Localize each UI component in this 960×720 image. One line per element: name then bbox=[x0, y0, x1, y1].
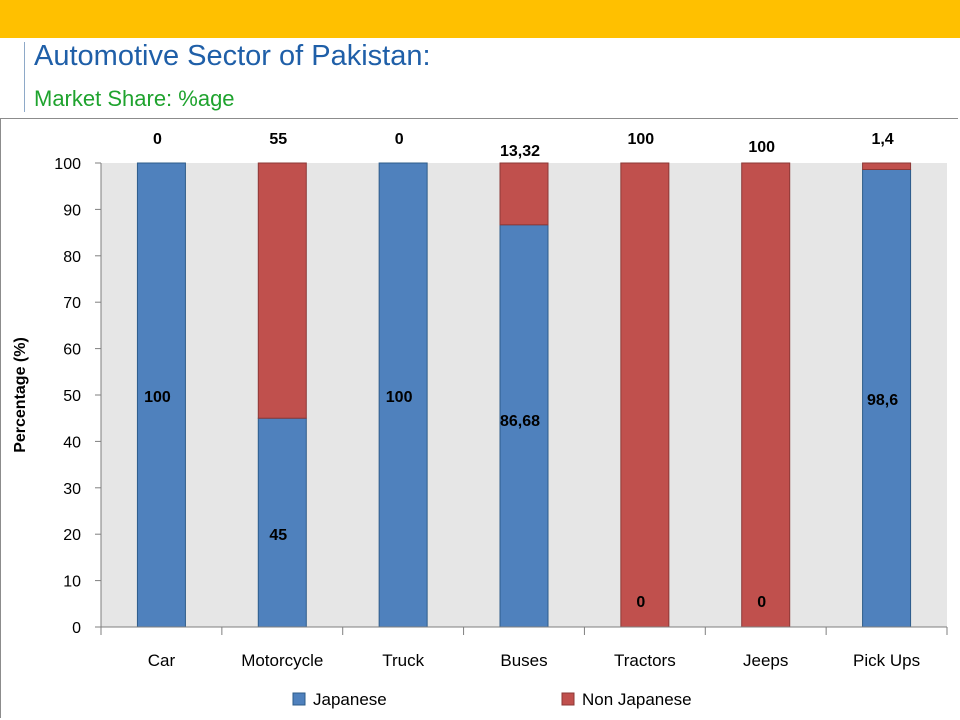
x-tick-label: Motorcycle bbox=[241, 651, 323, 670]
data-label-non-japanese: 13,32 bbox=[500, 143, 540, 160]
x-tick-label: Truck bbox=[382, 651, 424, 670]
title-rule bbox=[24, 42, 25, 112]
data-label-non-japanese: 55 bbox=[269, 131, 287, 148]
bar-japanese bbox=[136, 162, 186, 628]
legend-swatch bbox=[292, 692, 306, 706]
y-tick-label: 0 bbox=[72, 620, 81, 637]
y-tick-label: 30 bbox=[63, 481, 81, 498]
y-tick-label: 70 bbox=[63, 295, 81, 312]
legend-label: Japanese bbox=[313, 690, 387, 709]
x-tick-label: Pick Ups bbox=[853, 651, 920, 670]
x-tick-label: Buses bbox=[500, 651, 547, 670]
data-label-non-japanese: 0 bbox=[153, 131, 162, 148]
y-axis-title: Percentage (%) bbox=[12, 337, 29, 453]
x-tick-label: Tractors bbox=[614, 651, 676, 670]
data-label-japanese: 98,6 bbox=[867, 392, 898, 409]
y-tick-label: 60 bbox=[63, 342, 81, 359]
y-tick-label: 100 bbox=[54, 156, 81, 173]
data-label-non-japanese: 1,4 bbox=[871, 131, 893, 148]
x-tick-label: Jeeps bbox=[743, 651, 788, 670]
legend-label: Non Japanese bbox=[582, 690, 692, 709]
top-band bbox=[0, 0, 960, 38]
y-tick-label: 80 bbox=[63, 249, 81, 266]
data-label-japanese: 0 bbox=[636, 594, 645, 611]
y-tick-label: 40 bbox=[63, 434, 81, 451]
data-label-non-japanese: 0 bbox=[395, 131, 404, 148]
data-label-non-japanese: 100 bbox=[628, 131, 655, 148]
bar-non-japanese bbox=[620, 162, 670, 628]
page-subtitle: Market Share: %age bbox=[34, 86, 235, 111]
y-tick-label: 20 bbox=[63, 527, 81, 544]
legend-swatch bbox=[561, 692, 575, 706]
bar-japanese bbox=[378, 162, 428, 628]
bar-non-japanese bbox=[257, 162, 307, 419]
y-tick-label: 10 bbox=[63, 574, 81, 591]
x-tick-label: Car bbox=[148, 651, 176, 670]
data-label-japanese: 0 bbox=[757, 594, 766, 611]
bar-japanese bbox=[257, 417, 307, 628]
y-tick-label: 90 bbox=[63, 202, 81, 219]
data-label-japanese: 100 bbox=[386, 389, 413, 406]
data-label-non-japanese: 100 bbox=[748, 139, 775, 156]
y-tick-label: 50 bbox=[63, 388, 81, 405]
bar-non-japanese bbox=[741, 162, 791, 628]
bar-non-japanese bbox=[499, 162, 549, 226]
data-label-japanese: 86,68 bbox=[500, 413, 540, 430]
bar-non-japanese bbox=[862, 162, 912, 170]
page-title: Automotive Sector of Pakistan: bbox=[34, 40, 431, 72]
data-label-japanese: 100 bbox=[144, 389, 171, 406]
chart-frame bbox=[0, 118, 958, 718]
data-label-japanese: 45 bbox=[269, 527, 287, 544]
